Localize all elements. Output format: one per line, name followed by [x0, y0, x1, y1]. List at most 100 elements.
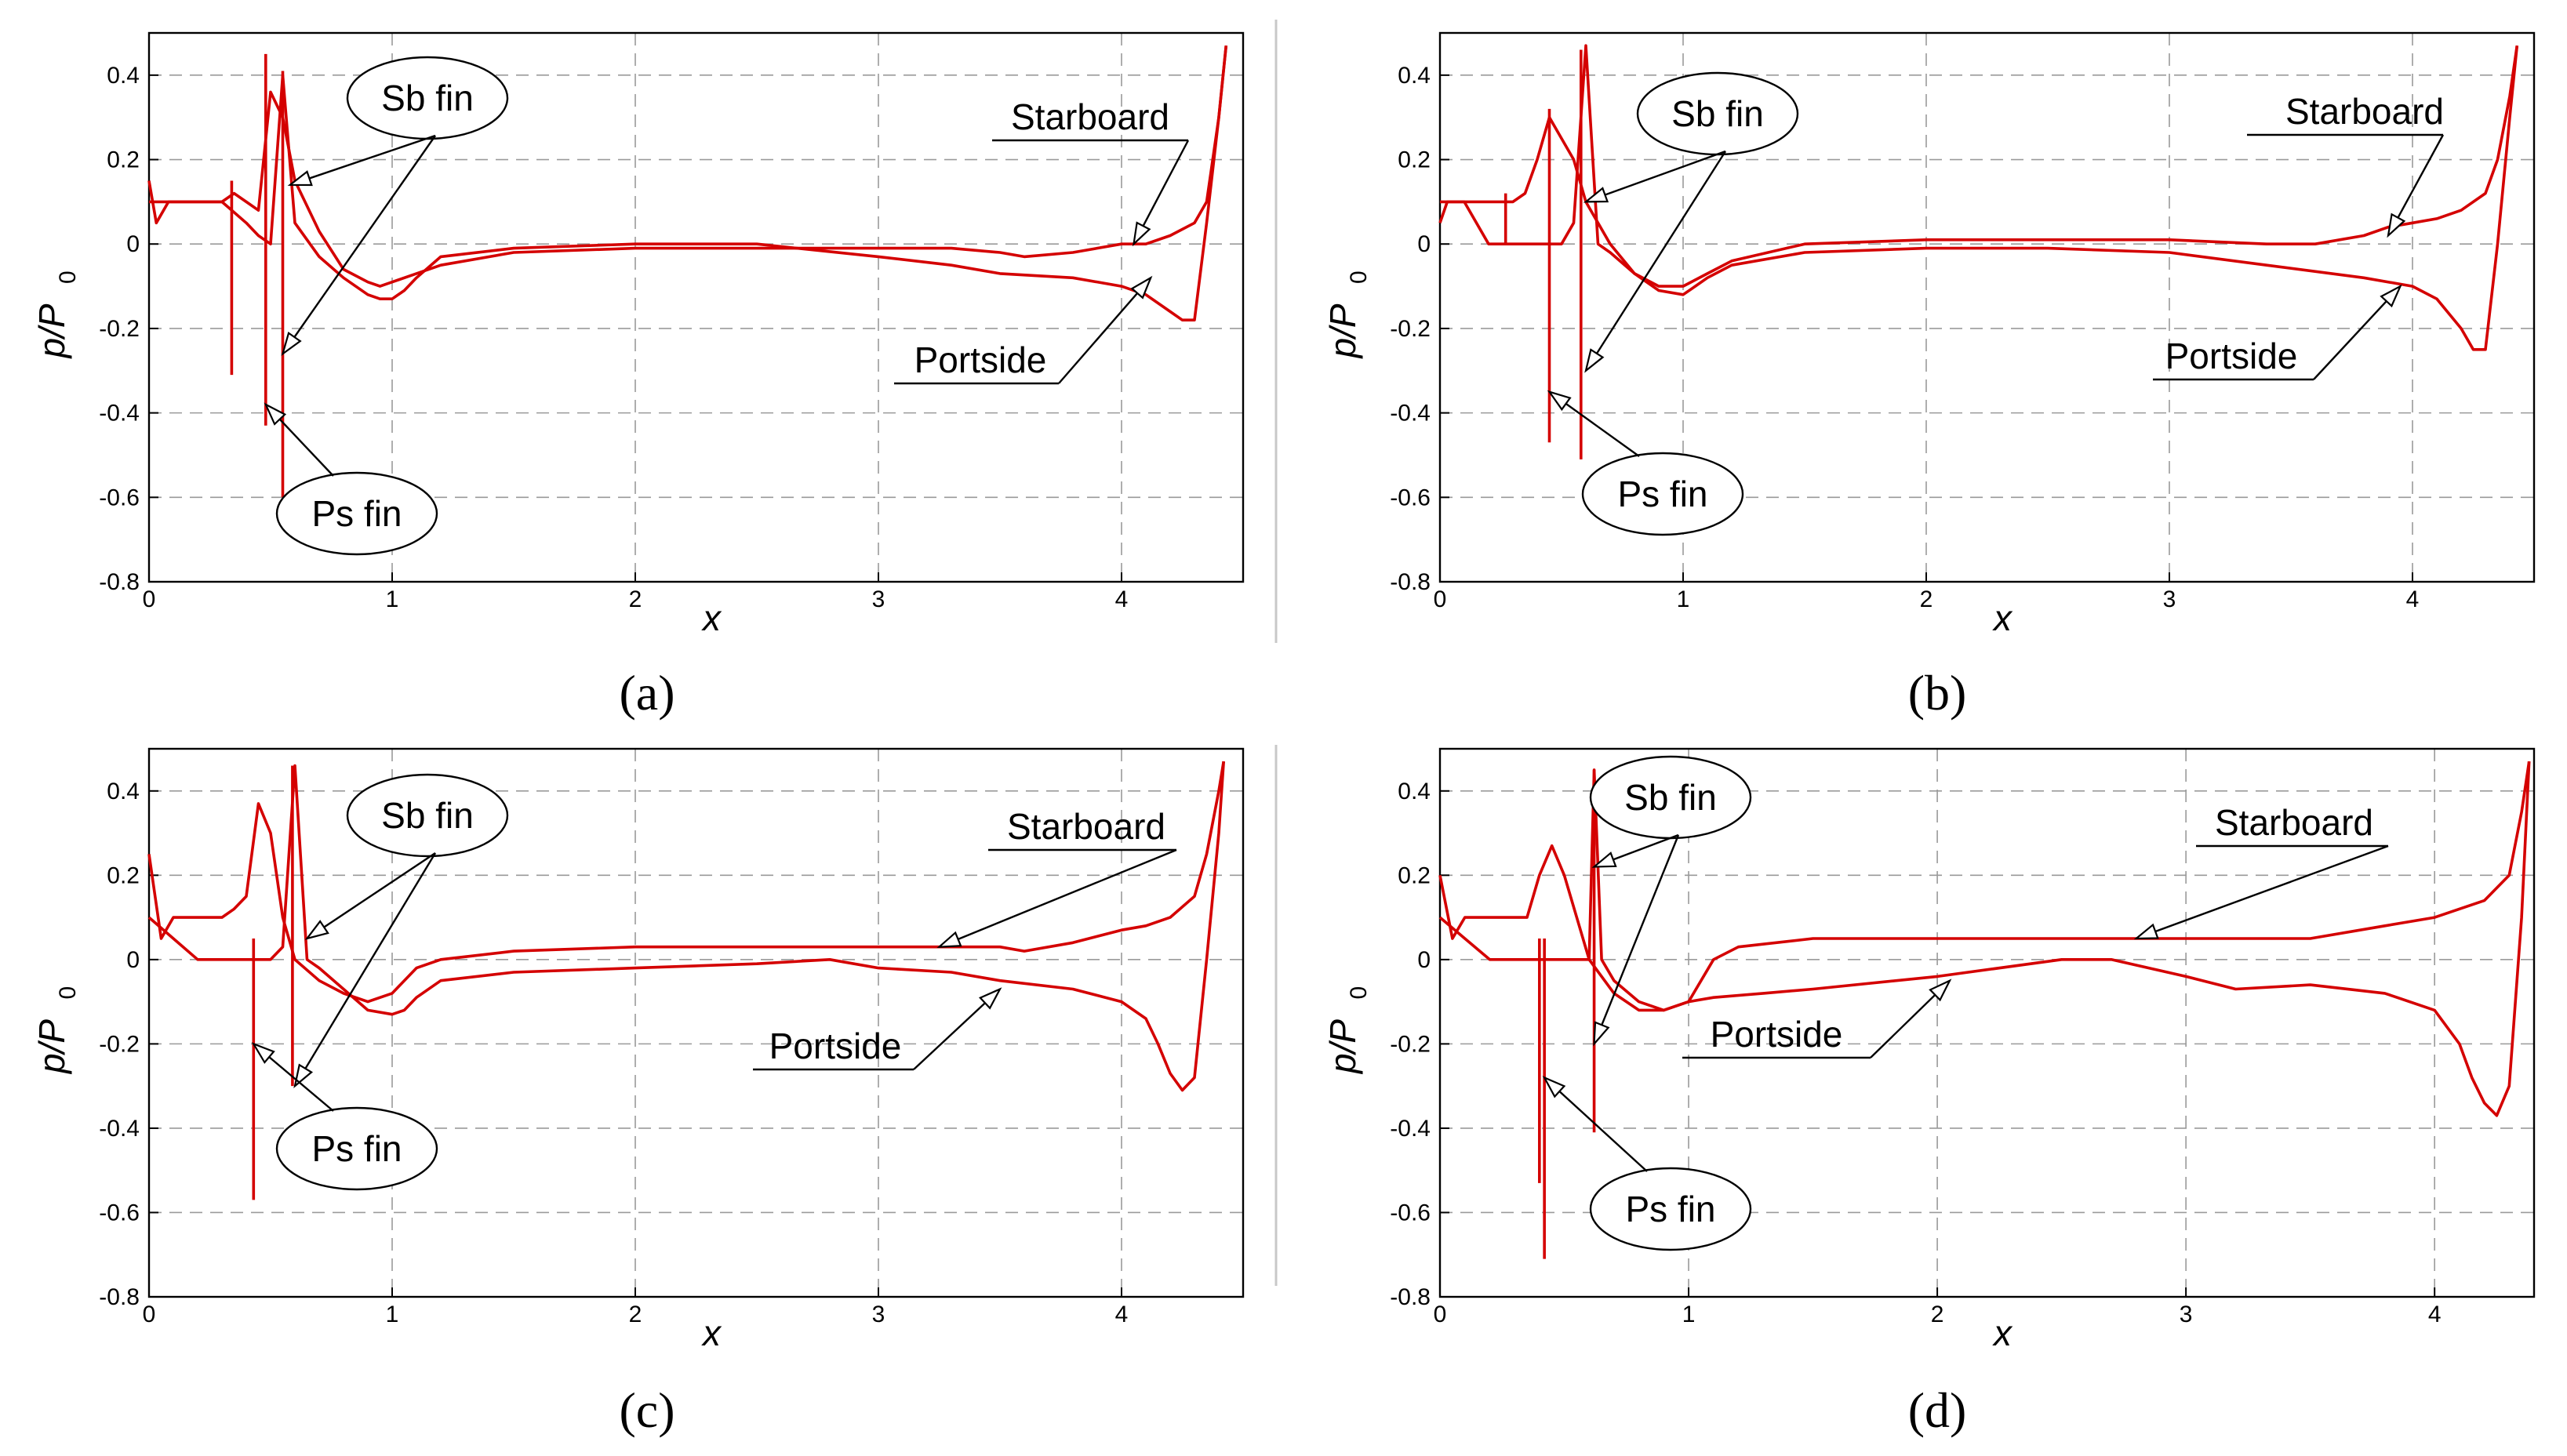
- ps-fin-arrow-head: [1547, 390, 1572, 412]
- y-axis-label-main: p/P: [31, 1019, 72, 1075]
- y-tick-label: -0.8: [1390, 569, 1431, 595]
- ps-fin-arrow-head: [251, 1042, 275, 1064]
- chart-panel-c: 0 1 2 3 4 0.4 0.2 0 -0.2 -0.4 -0.6 -0.8 x p/P 0 Sb fin P…: [31, 747, 1245, 1438]
- y-tick-label: -0.6: [99, 1200, 140, 1225]
- portside-label: Portside: [2165, 336, 2298, 376]
- y-axis-label-subscript: 0: [1346, 986, 1372, 1000]
- y-axis-label: p/P 0: [1322, 986, 1372, 1075]
- x-tick-label: 2: [629, 586, 642, 612]
- y-axis-label-main: p/P: [1322, 1019, 1363, 1075]
- sb-fin-arrow-head: [1591, 851, 1617, 868]
- ps-fin-label: Ps fin: [1617, 474, 1707, 514]
- series-line-portside: [147, 761, 1225, 1092]
- ps-fin-ellipse: [1589, 1167, 1752, 1251]
- x-tick-label: 1: [1677, 586, 1690, 612]
- y-tick-label: -0.8: [99, 569, 140, 595]
- sb-fin-label: Sb fin: [1624, 777, 1717, 818]
- y-tick-label: 0.4: [1398, 63, 1431, 89]
- y-tick-label: -0.2: [1390, 1031, 1431, 1057]
- y-tick-label: -0.4: [99, 1116, 140, 1142]
- y-tick-label: 0.2: [1398, 862, 1431, 888]
- sb-fin-label: Sb fin: [381, 795, 474, 836]
- starboard-arrow-head: [2133, 923, 2159, 940]
- portside-arrow-head: [978, 987, 1002, 1010]
- plot-frame: [1438, 31, 2536, 583]
- starboard-label: Starboard: [2215, 802, 2373, 843]
- ps-fin-ellipse: [1581, 452, 1744, 536]
- series-line-starboard: [1438, 45, 2519, 288]
- ps-fin-label: Ps fin: [1625, 1189, 1715, 1229]
- starboard-arrow-shaft: [939, 848, 1177, 948]
- panel-label: (b): [1908, 665, 1967, 721]
- y-tick-label: -0.6: [1390, 1200, 1431, 1225]
- sb-fin-arrow-shaft: [293, 852, 437, 1087]
- x-tick-label: 4: [1115, 586, 1129, 612]
- portside-label: Portside: [769, 1026, 902, 1066]
- y-tick-label: 0.4: [107, 63, 140, 89]
- y-tick-label: 0: [126, 947, 140, 973]
- sb-fin-arrow-shaft: [1593, 834, 1680, 1044]
- x-tick-label: 0: [1434, 1302, 1447, 1327]
- plot-frame: [1438, 747, 2536, 1298]
- portside-arrow-head: [1130, 275, 1153, 300]
- y-tick-label: -0.8: [1390, 1284, 1431, 1310]
- y-tick-label: -0.4: [1390, 401, 1431, 427]
- sb-fin-arrow-head: [287, 170, 313, 187]
- x-axis-label: x: [701, 597, 722, 638]
- sb-fin-arrow-head: [1593, 1021, 1610, 1047]
- starboard-label: Starboard: [2285, 91, 2444, 132]
- sb-fin-ellipse: [346, 773, 509, 858]
- x-axis-label: x: [701, 1313, 722, 1353]
- portside-label: Portside: [914, 339, 1047, 380]
- x-tick-label: 2: [629, 1302, 642, 1327]
- starboard-arrow-head: [936, 931, 962, 948]
- x-tick-label: 3: [872, 1302, 885, 1327]
- x-tick-label: 4: [2428, 1302, 2442, 1327]
- x-tick-label: 1: [386, 586, 399, 612]
- chart-panel-b: 0 1 2 3 4 0.4 0.2 0 -0.2 -0.4 -0.6 -0.8 x p/P 0 Sb fin P…: [1322, 31, 2536, 721]
- sb-fin-label: Sb fin: [381, 78, 474, 118]
- portside-label: Portside: [1711, 1014, 1843, 1055]
- y-tick-label: -0.2: [99, 1031, 140, 1057]
- sb-fin-label: Sb fin: [1671, 93, 1764, 134]
- sb-fin-arrow-shaft: [306, 852, 436, 939]
- x-tick-label: 1: [386, 1302, 399, 1327]
- sb-fin-arrow-head: [293, 1063, 314, 1089]
- y-axis-label-main: p/P: [31, 303, 72, 359]
- plot-frame: [147, 747, 1245, 1298]
- sb-fin-arrow-head: [281, 331, 302, 356]
- sb-fin-arrow-head: [1584, 348, 1605, 373]
- y-axis-label: p/P 0: [1322, 271, 1372, 359]
- sb-fin-arrow-shaft: [1585, 150, 1726, 203]
- y-tick-label: 0.4: [107, 779, 140, 804]
- ps-fin-ellipse: [275, 471, 438, 556]
- y-tick-label: -0.2: [99, 316, 140, 342]
- y-tick-label: 0: [1417, 231, 1431, 257]
- x-tick-label: 2: [1920, 586, 1933, 612]
- y-tick-label: 0.2: [107, 862, 140, 888]
- y-tick-label: 0.2: [107, 147, 140, 173]
- ps-fin-arrow-shaft: [1543, 1077, 1648, 1172]
- x-tick-label: 0: [143, 586, 156, 612]
- sb-fin-arrow-shaft: [289, 134, 436, 186]
- y-tick-label: -0.2: [1390, 316, 1431, 342]
- ps-fin-ellipse: [275, 1106, 438, 1191]
- ps-fin-label: Ps fin: [311, 493, 402, 534]
- portside-arrow-head: [1929, 979, 1952, 1002]
- x-tick-label: 4: [1115, 1302, 1129, 1327]
- y-tick-label: 0.4: [1398, 779, 1431, 804]
- starboard-arrow-shaft: [2136, 844, 2389, 940]
- x-axis-label: x: [1992, 597, 2013, 638]
- starboard-arrow-head: [2387, 212, 2406, 238]
- y-axis-label-subscript: 0: [55, 986, 81, 1000]
- sb-fin-arrow-shaft: [282, 135, 436, 354]
- starboard-label: Starboard: [1011, 96, 1169, 137]
- x-tick-label: 4: [2406, 586, 2420, 612]
- series-line-portside: [149, 45, 1228, 322]
- panel-label: (c): [619, 1382, 674, 1438]
- portside-arrow-head: [2380, 284, 2402, 308]
- y-axis-label-subscript: 0: [1346, 271, 1372, 284]
- x-tick-label: 3: [872, 586, 885, 612]
- sb-fin-arrow-shaft: [1584, 151, 1727, 372]
- y-axis-label: p/P 0: [31, 986, 81, 1075]
